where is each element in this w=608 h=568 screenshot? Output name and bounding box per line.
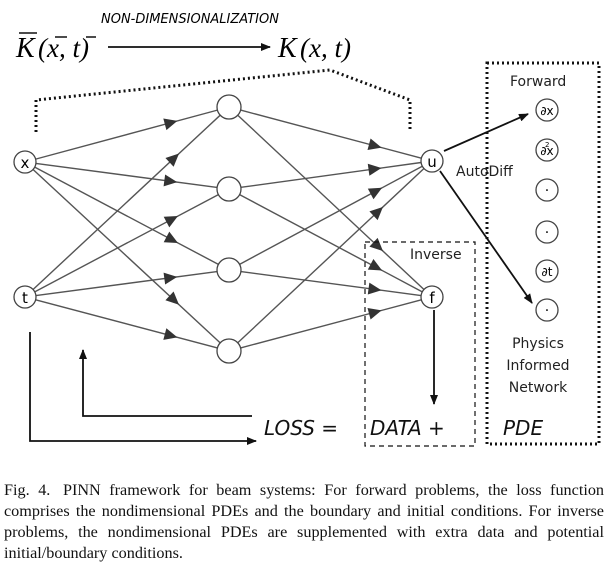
source-symbol-args: (x, t) bbox=[38, 33, 89, 63]
pde-node-6-label: · bbox=[545, 303, 549, 319]
edge-in1-h4-line bbox=[32, 168, 221, 344]
pde-node-4: · bbox=[535, 220, 559, 244]
edge-h1-out2-line bbox=[237, 114, 425, 290]
input-node-t-label: t bbox=[22, 289, 28, 307]
edge-h2-out1-arrowhead bbox=[367, 163, 382, 176]
loss-feedback-arrow bbox=[79, 349, 252, 417]
hidden-node-1 bbox=[216, 94, 242, 120]
input-node-x: x bbox=[13, 150, 37, 174]
edge-h1-out1-arrowhead bbox=[367, 138, 382, 151]
caption-text: PINN framework for beam systems: For for… bbox=[4, 481, 605, 562]
edge-h2-out2-line bbox=[239, 194, 423, 293]
edge-h1-out2-arrowhead bbox=[369, 237, 384, 252]
input-node-t: t bbox=[13, 285, 37, 309]
edge-h1-out1-line bbox=[240, 109, 422, 159]
edge-in2-h2-arrowhead bbox=[163, 216, 178, 228]
edge-h2-out1-line bbox=[240, 161, 422, 189]
pde-node-4-label: · bbox=[545, 225, 549, 241]
pde-node-2-superscript: 2 bbox=[545, 141, 549, 149]
pde-node-6: · bbox=[535, 298, 559, 322]
target-symbol-k: K bbox=[277, 33, 298, 64]
figure-caption: Fig. 4. PINN framework for beam systems:… bbox=[4, 480, 604, 564]
edge-in1-h1-line bbox=[35, 109, 218, 160]
output-node-u-label: u bbox=[427, 153, 437, 171]
target-symbol: K (x, t) bbox=[277, 33, 351, 64]
source-symbol-k: K bbox=[15, 33, 36, 64]
inverse-label: Inverse bbox=[410, 247, 462, 263]
figure-number: Fig. 4. bbox=[4, 481, 51, 499]
network-edges bbox=[32, 109, 425, 349]
data-term: DATA + bbox=[370, 416, 445, 440]
pde-node-2: ∂x2 bbox=[535, 138, 559, 162]
pinn-diagram: NON-DIMENSIONALIZATION K (x, t) K (x, t)… bbox=[13, 12, 601, 447]
edge-h4-out2-arrowhead bbox=[367, 307, 382, 320]
edge-in2-h2-line bbox=[34, 193, 219, 293]
target-symbol-args: (x, t) bbox=[300, 33, 351, 63]
hidden-node-2 bbox=[216, 176, 242, 202]
edge-in2-h3-line bbox=[35, 270, 218, 297]
source-symbol: K (x, t) bbox=[15, 32, 96, 64]
t-to-loss-arrow bbox=[29, 332, 257, 445]
edge-h3-out1-line bbox=[239, 165, 423, 265]
autodiff-arrow-physics bbox=[439, 170, 533, 304]
network-bracket bbox=[34, 68, 412, 132]
input-node-x-label: x bbox=[21, 154, 30, 172]
edge-in1-h2-line bbox=[35, 162, 218, 189]
output-node-f-label: f bbox=[429, 289, 435, 307]
edge-in2-h3-arrowhead bbox=[163, 272, 178, 285]
pde-term: PDE bbox=[503, 416, 543, 440]
hidden-node-4 bbox=[216, 338, 242, 364]
pde-node-1: ∂x bbox=[535, 98, 559, 122]
hidden-node-3 bbox=[216, 257, 242, 283]
edge-in2-h4-arrowhead bbox=[163, 328, 178, 340]
nondimensionalization-label: NON-DIMENSIONALIZATION bbox=[101, 12, 279, 27]
pde-node-1-label: ∂x bbox=[540, 104, 553, 118]
pde-node-5-label: ∂t bbox=[542, 265, 553, 279]
inverse-box bbox=[364, 241, 476, 447]
pde-node-5: ∂t bbox=[535, 259, 559, 283]
edge-in1-h4-arrowhead bbox=[165, 291, 180, 305]
physics-label-line2: Informed bbox=[506, 358, 569, 374]
edge-in1-h3-arrowhead bbox=[163, 231, 178, 243]
pde-box bbox=[485, 61, 601, 446]
edge-h3-out2-line bbox=[240, 270, 422, 297]
autodiff-label: AutoDiff bbox=[456, 164, 513, 180]
pde-node-3-label: · bbox=[545, 183, 549, 199]
edge-h2-out2-arrowhead bbox=[367, 259, 383, 271]
edge-h4-out2-line bbox=[240, 299, 422, 349]
edge-in2-h1-line bbox=[32, 114, 221, 291]
edge-h3-out1-arrowhead bbox=[367, 187, 383, 200]
physics-label-line3: Network bbox=[509, 380, 568, 396]
edge-h4-out1-arrowhead bbox=[369, 206, 384, 221]
edge-in1-h2-arrowhead bbox=[163, 174, 178, 187]
forward-label: Forward bbox=[510, 74, 566, 90]
edge-h4-out1-line bbox=[237, 168, 425, 344]
edge-h3-out2-arrowhead bbox=[367, 282, 382, 295]
output-node-f: f bbox=[420, 285, 444, 309]
physics-label-line1: Physics bbox=[512, 336, 564, 352]
edge-in2-h4-line bbox=[35, 299, 218, 349]
output-node-u: u bbox=[420, 149, 444, 173]
edge-in1-h3-line bbox=[34, 166, 219, 266]
pde-node-3: · bbox=[535, 178, 559, 202]
edge-in2-h1-arrowhead bbox=[165, 153, 180, 167]
pde-node-2-label: ∂x bbox=[540, 144, 553, 158]
loss-term: LOSS = bbox=[264, 416, 338, 440]
pde-nodes: ∂x∂x2··∂t· bbox=[535, 98, 559, 322]
edge-in1-h1-arrowhead bbox=[163, 118, 178, 131]
